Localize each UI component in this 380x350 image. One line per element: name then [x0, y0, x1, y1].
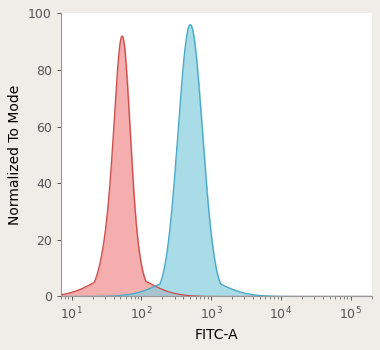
X-axis label: FITC-A: FITC-A: [195, 328, 238, 342]
Y-axis label: Normalized To Mode: Normalized To Mode: [8, 85, 22, 225]
